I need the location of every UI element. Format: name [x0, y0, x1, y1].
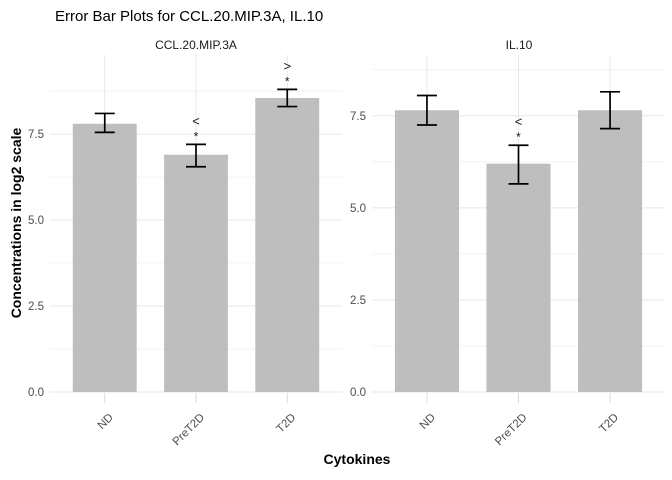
- x-tick-label: PreT2D: [171, 412, 208, 449]
- bar-nd: [394, 110, 459, 392]
- y-tick-label: 2.5: [350, 295, 366, 307]
- bar-pret2d: [164, 154, 228, 392]
- x-tick-label: PreT2D: [493, 412, 530, 449]
- x-tick-label: ND: [96, 412, 116, 432]
- bar-t2d: [255, 97, 320, 393]
- x-tick-label: T2D: [597, 412, 621, 436]
- annotation-star: *: [194, 129, 199, 143]
- annotation-star: *: [516, 130, 521, 144]
- chart-title: Error Bar Plots for CCL.20.MIP.3A, IL.10: [55, 8, 324, 25]
- y-tick-label: 5.0: [350, 203, 366, 215]
- annotation-symbol: >: [283, 58, 291, 73]
- y-tick-label: 2.5: [28, 301, 44, 313]
- y-tick-label: 7.5: [28, 129, 44, 141]
- x-tick-label: ND: [418, 412, 438, 432]
- facet-label-ccl20mip3a: CCL.20.MIP.3A: [155, 38, 237, 52]
- y-tick-label: 0.0: [28, 387, 44, 399]
- y-tick-label: 5.0: [28, 215, 44, 227]
- x-tick-label: T2D: [275, 412, 299, 436]
- bar-nd: [72, 123, 137, 392]
- annotation-symbol: <: [192, 113, 200, 128]
- bar-t2d: [578, 110, 643, 392]
- y-tick-label: 7.5: [350, 111, 366, 123]
- x-axis-title: Cytokines: [323, 451, 391, 467]
- bar-pret2d: [486, 163, 551, 392]
- annotation-star: *: [285, 74, 290, 88]
- y-tick-label: 0.0: [350, 387, 366, 399]
- facet-label-il10: IL.10: [505, 38, 533, 52]
- annotation-symbol: <: [515, 114, 523, 129]
